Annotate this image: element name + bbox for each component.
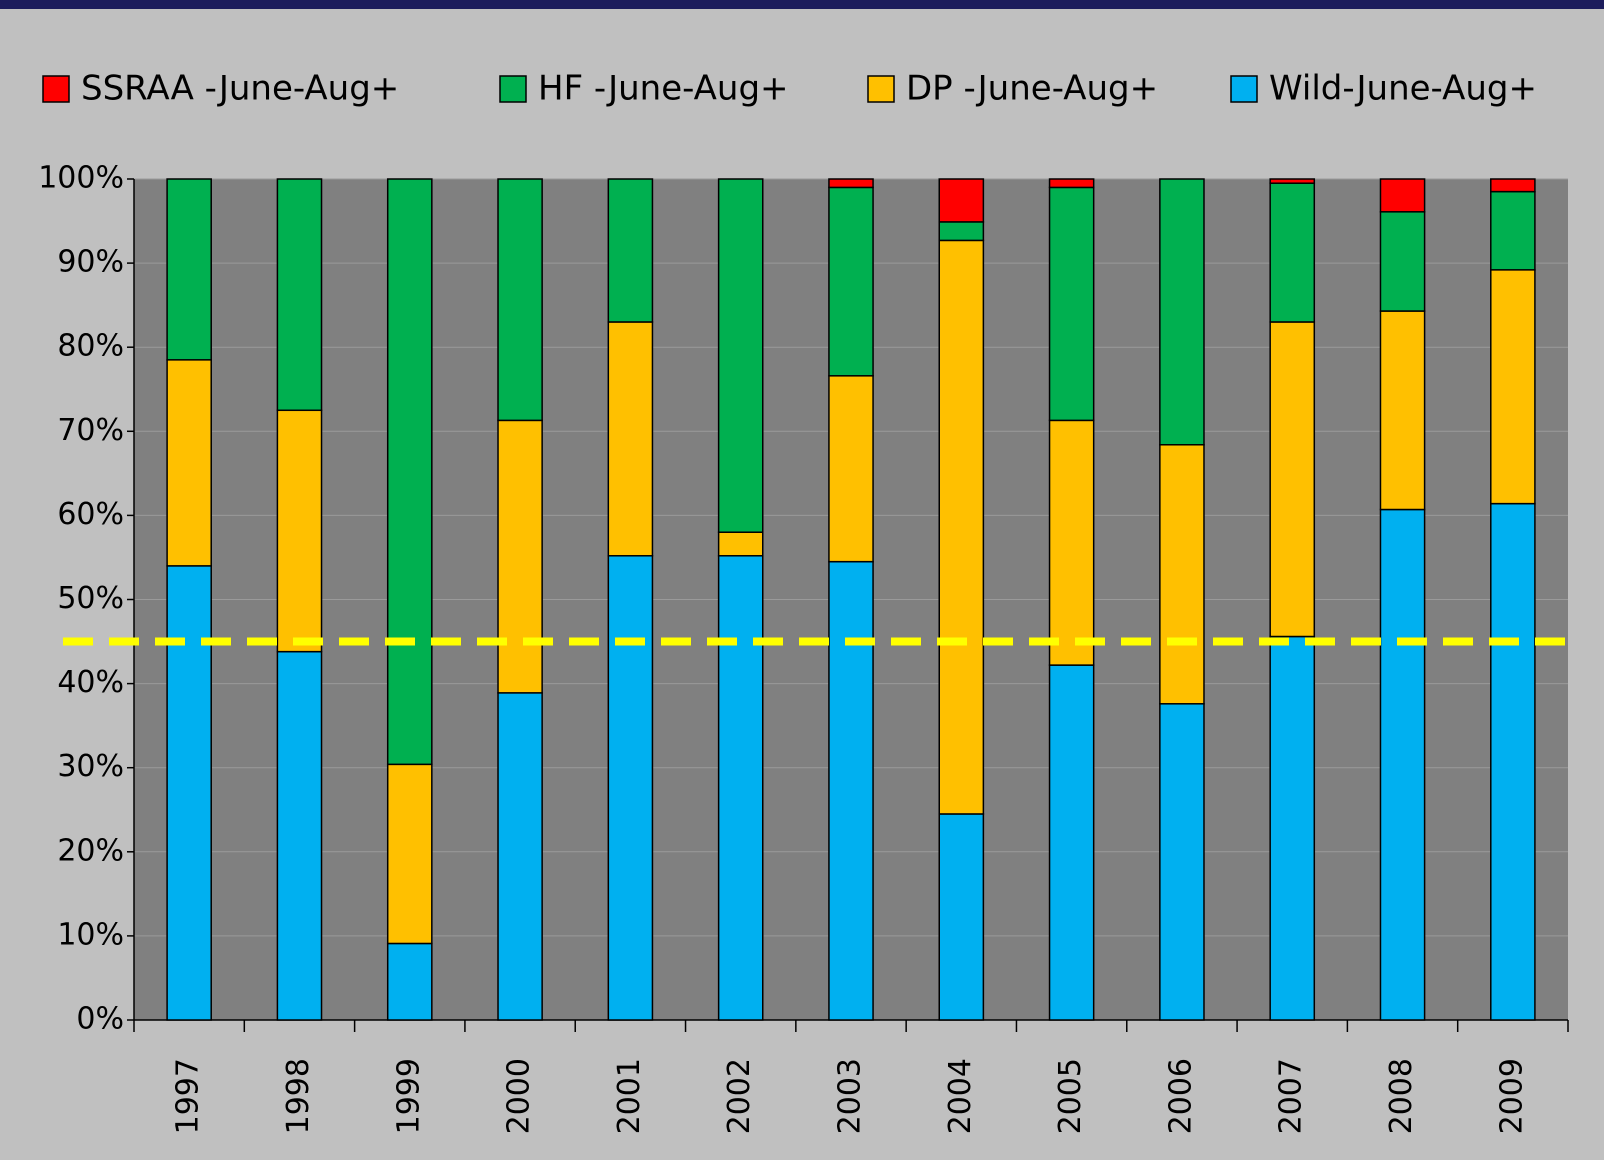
bar-segment: [1269, 635, 1316, 1021]
x-tick-label: 2003: [833, 1058, 868, 1134]
bar-segment: [386, 178, 433, 766]
bar-segment: [497, 419, 543, 694]
bar-segment: [717, 531, 764, 557]
legend-label: SSRAA -June-Aug+: [81, 69, 399, 109]
bar-segment: [1490, 190, 1536, 271]
bar-segment: [166, 565, 212, 1021]
bar-segment: [607, 555, 654, 1021]
bar-segment: [1269, 321, 1316, 638]
bar-segment: [828, 560, 874, 1021]
bar-segment: [1048, 419, 1095, 666]
bar-segment: [1490, 269, 1536, 505]
bar-segment: [828, 375, 874, 563]
bar-segment: [938, 178, 985, 223]
legend-swatch: [867, 75, 895, 103]
x-tick-label: 2008: [1384, 1058, 1419, 1134]
y-tick-label: 10%: [57, 917, 124, 952]
bar-segment: [166, 178, 212, 361]
y-tick-label: 40%: [57, 665, 124, 700]
bar-segment: [497, 692, 543, 1021]
bar-segment: [717, 555, 764, 1021]
bar-segment: [1269, 182, 1316, 323]
bar-segment: [386, 763, 433, 945]
x-tick-label: 2005: [1053, 1058, 1088, 1134]
bar-segment: [166, 359, 212, 567]
x-tick-label: 2001: [612, 1058, 647, 1134]
bar-segment: [1048, 186, 1095, 422]
bar-segment: [497, 178, 543, 422]
bar-segment: [386, 942, 433, 1021]
bar-segment: [938, 239, 985, 815]
bar-segment: [828, 178, 874, 189]
legend-swatch: [1230, 75, 1258, 103]
y-tick-label: 90%: [57, 245, 124, 280]
y-tick-label: 60%: [57, 497, 124, 532]
bar-segment: [828, 186, 874, 377]
legend-label: DP -June-Aug+: [906, 69, 1158, 109]
legend-swatch: [42, 75, 70, 103]
x-tick-label: 2000: [502, 1058, 537, 1134]
y-tick-label: 0%: [76, 1002, 124, 1037]
x-tick-label: 2009: [1494, 1058, 1529, 1134]
x-tick-label: 2002: [722, 1058, 757, 1134]
x-tick-label: 2007: [1274, 1058, 1309, 1134]
bar-segment: [607, 178, 654, 323]
x-tick-label: 1999: [391, 1058, 426, 1134]
x-tick-label: 1997: [171, 1058, 206, 1134]
bar-segment: [276, 409, 323, 653]
bar-segment: [276, 650, 323, 1021]
x-tick-label: 2006: [1163, 1058, 1198, 1134]
bar-segment: [717, 178, 764, 533]
bar-segment: [1159, 444, 1205, 705]
bar-segment: [938, 221, 985, 242]
bar-segment: [1379, 178, 1426, 213]
x-tick-label: 1998: [281, 1058, 316, 1134]
bar-segment: [1159, 178, 1205, 446]
y-tick-label: 70%: [57, 413, 124, 448]
bar-segment: [276, 178, 323, 412]
y-tick-label: 100%: [38, 161, 124, 196]
bar-segment: [1048, 178, 1095, 189]
y-tick-label: 80%: [57, 329, 124, 364]
bar-segment: [938, 813, 985, 1021]
bar-segment: [607, 321, 654, 557]
y-tick-label: 30%: [57, 749, 124, 784]
bar-segment: [1379, 310, 1426, 511]
bar-segment: [1379, 508, 1426, 1021]
bar-segment: [1490, 502, 1536, 1021]
bar-segment: [1490, 178, 1536, 193]
legend-label: Wild-June-Aug+: [1269, 69, 1537, 109]
top-band: [0, 0, 1604, 9]
legend-label: HF -June-Aug+: [538, 69, 789, 109]
bar-segment: [1379, 211, 1426, 312]
y-tick-label: 50%: [57, 581, 124, 616]
bar-segment: [1048, 664, 1095, 1021]
bar-segment: [1159, 703, 1205, 1021]
x-tick-label: 2004: [943, 1058, 978, 1134]
bar-segment: [1269, 178, 1316, 184]
legend-swatch: [499, 75, 527, 103]
y-tick-label: 20%: [57, 833, 124, 868]
